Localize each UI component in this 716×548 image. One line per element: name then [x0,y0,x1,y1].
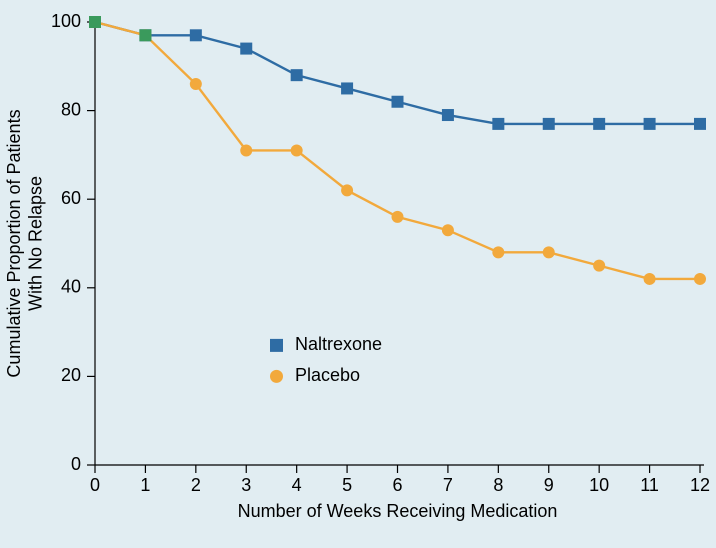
y-tick-label: 80 [61,99,81,119]
series-marker [240,144,252,156]
x-tick-label: 2 [191,475,201,495]
x-tick-label: 12 [690,475,710,495]
series-marker [694,273,706,285]
series-marker [341,184,353,196]
chart-svg: 0204060801000123456789101112Number of We… [0,0,716,548]
series-marker [240,43,252,55]
series-marker [341,82,353,94]
y-tick-label: 60 [61,188,81,208]
series-marker [644,273,656,285]
y-tick-label: 100 [51,11,81,31]
x-axis-label: Number of Weeks Receiving Medication [238,501,558,521]
series-marker [694,118,706,130]
series-marker [190,78,202,90]
series-marker [543,118,555,130]
x-tick-label: 10 [589,475,609,495]
series-marker [593,118,605,130]
x-tick-label: 4 [292,475,302,495]
series-marker [392,211,404,223]
x-tick-label: 3 [241,475,251,495]
x-tick-label: 5 [342,475,352,495]
start-marker [89,16,101,28]
x-tick-label: 7 [443,475,453,495]
x-tick-label: 11 [640,475,659,495]
series-marker [492,246,504,258]
x-tick-label: 0 [90,475,100,495]
x-tick-label: 1 [140,475,150,495]
legend-swatch [270,339,283,352]
survival-chart: 0204060801000123456789101112Number of We… [0,0,716,548]
series-marker [291,144,303,156]
legend-label: Placebo [295,365,360,385]
series-marker [190,29,202,41]
x-tick-label: 6 [392,475,402,495]
x-tick-label: 8 [493,475,503,495]
start-marker [139,29,151,41]
series-marker [492,118,504,130]
y-tick-label: 0 [71,454,81,474]
series-marker [543,246,555,258]
y-tick-label: 40 [61,277,81,297]
x-tick-label: 9 [544,475,554,495]
series-marker [442,109,454,121]
y-tick-label: 20 [61,365,81,385]
legend-swatch [270,370,283,383]
series-marker [392,96,404,108]
series-marker [644,118,656,130]
series-marker [291,69,303,81]
series-marker [442,224,454,236]
series-marker [593,260,605,272]
legend-label: Naltrexone [295,334,382,354]
